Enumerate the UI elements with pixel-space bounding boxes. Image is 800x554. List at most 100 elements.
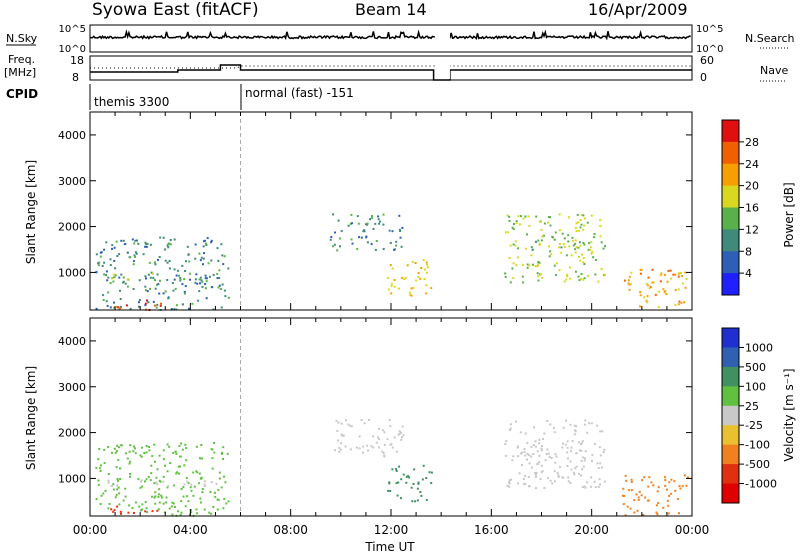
- colorbar-cell: [722, 163, 739, 187]
- echo-cell: [131, 238, 134, 241]
- echo-cell: [382, 452, 385, 455]
- echo-cell: [154, 287, 157, 290]
- echo-cell: [194, 257, 197, 260]
- echo-cell: [225, 502, 228, 505]
- echo-cell: [356, 215, 359, 218]
- echo-cell: [590, 422, 593, 425]
- echo-cell: [221, 283, 224, 286]
- echo-cell: [107, 479, 110, 482]
- echo-cell: [172, 289, 175, 292]
- echo-cell: [574, 239, 577, 242]
- echo-cell: [558, 243, 561, 246]
- echo-cell: [114, 274, 117, 277]
- echo-cell: [538, 461, 541, 464]
- echo-cell: [534, 265, 537, 268]
- echo-cell: [372, 435, 375, 438]
- echo-cell: [546, 477, 549, 479]
- cpid-label: CPID: [6, 87, 38, 101]
- echo-cell: [374, 248, 377, 251]
- echo-cell: [160, 496, 163, 499]
- echo-cell: [119, 289, 121, 292]
- echo-cell: [347, 224, 350, 227]
- nave-label: Nave: [760, 64, 788, 77]
- echo-cell: [635, 493, 638, 496]
- echo-cell: [646, 295, 649, 298]
- echo-cell: [114, 496, 117, 499]
- echo-cell: [396, 494, 399, 497]
- echo-cell: [367, 449, 369, 452]
- echo-cell: [630, 478, 633, 481]
- echo-cell: [211, 286, 214, 289]
- echo-cell: [558, 213, 561, 216]
- echo-cell: [683, 301, 686, 304]
- echo-cell: [99, 470, 102, 472]
- echo-cell: [150, 271, 153, 274]
- echo-cell: [583, 459, 586, 462]
- echo-cell: [517, 482, 519, 485]
- echo-cell: [405, 481, 408, 484]
- echo-cell: [405, 475, 408, 478]
- echo-cell: [220, 243, 223, 246]
- echo-cell: [522, 217, 525, 220]
- echo-cell: [512, 262, 515, 265]
- echo-cell: [412, 286, 415, 289]
- echo-cell: [113, 509, 116, 512]
- echo-cell: [575, 425, 578, 428]
- echo-cell: [506, 214, 509, 217]
- colorbar-tick-label: 16: [745, 202, 759, 215]
- echo-cell: [537, 279, 540, 282]
- echo-cell: [338, 446, 341, 449]
- echo-cell: [223, 475, 225, 478]
- echo-cell: [138, 299, 141, 301]
- echo-cell: [509, 281, 512, 284]
- echo-cell: [218, 269, 221, 272]
- echo-cell: [103, 261, 106, 264]
- echo-cell: [566, 465, 569, 467]
- echo-cell: [508, 219, 511, 222]
- echo-cell: [575, 246, 578, 249]
- echo-cell: [651, 268, 654, 271]
- echo-cell: [545, 453, 548, 455]
- echo-cell: [365, 223, 367, 226]
- echo-cell: [401, 436, 403, 439]
- echo-cell: [628, 288, 631, 291]
- echo-cell: [199, 497, 202, 500]
- velocity-panel: 1000 2000 3000 4000 Slant Range [km]: [24, 317, 693, 517]
- echo-cell: [393, 248, 395, 251]
- echo-cell: [135, 501, 138, 504]
- echo-cell: [118, 253, 121, 256]
- echo-cell: [180, 511, 183, 514]
- echo-cell: [155, 476, 158, 479]
- echo-cell: [173, 308, 176, 311]
- echo-cell: [369, 218, 371, 221]
- echo-cell: [173, 268, 176, 271]
- echo-cell: [118, 276, 121, 279]
- echo-cell: [194, 243, 197, 246]
- echo-cell: [508, 482, 511, 485]
- echo-cell: [181, 283, 184, 286]
- echo-cell: [590, 214, 593, 217]
- echo-cell: [559, 465, 561, 468]
- echo-cell: [213, 491, 216, 494]
- echo-cell: [410, 486, 413, 489]
- echo-cell: [98, 467, 101, 470]
- echo-cell: [574, 467, 577, 470]
- echo-cell: [397, 287, 400, 290]
- echo-cell: [553, 431, 556, 434]
- echo-cell: [201, 457, 203, 460]
- echo-cell: [642, 513, 645, 516]
- echo-cell: [551, 482, 554, 485]
- echo-cell: [656, 490, 659, 493]
- echo-cell: [627, 282, 630, 285]
- echo-cell: [531, 248, 534, 251]
- echo-cell: [668, 494, 671, 497]
- echo-cell: [151, 455, 154, 457]
- echo-cell: [156, 468, 159, 471]
- echo-cell: [524, 482, 527, 485]
- velocity-colorbar-ticks: 1000 500 100 25 -25 -100 -500 -1000: [739, 341, 777, 491]
- echo-cell: [175, 274, 178, 277]
- echo-cell: [535, 487, 537, 490]
- echo-cell: [517, 455, 520, 458]
- echo-cell: [114, 267, 117, 270]
- echo-cell: [420, 267, 423, 269]
